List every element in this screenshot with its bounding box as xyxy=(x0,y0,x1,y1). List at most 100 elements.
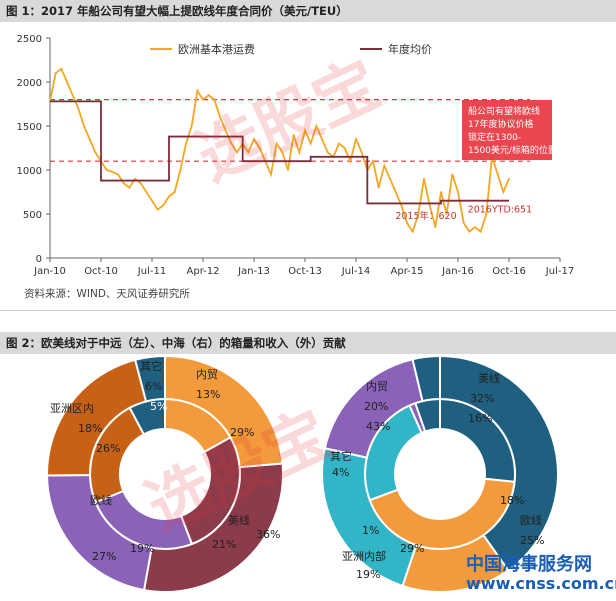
coscon-outer-slice xyxy=(133,356,166,403)
cscl-val-asia-outer: 19% xyxy=(356,568,380,581)
series-spot-point xyxy=(457,191,459,193)
series-spot-point xyxy=(349,160,352,163)
cscl-outer-slice xyxy=(411,356,441,403)
series-spot-point xyxy=(389,177,391,180)
figure2-title-bar: 图 2：欧美线对于中远（左）、中海（右）的箱量和收入（外）贡献 xyxy=(0,332,616,354)
series-spot-point xyxy=(485,213,488,215)
coscon-label-asia: 亚洲区内 xyxy=(50,401,94,415)
y-tick-label: 1000 xyxy=(17,166,42,177)
series-spot-point xyxy=(445,213,448,215)
cscl-label-domestic: 内贸 xyxy=(366,379,388,393)
series-spot-point xyxy=(343,147,346,149)
series-spot-point xyxy=(213,98,216,101)
series-spot-point xyxy=(122,182,125,185)
figure1-title-bar: 图 1：2017 年船公司有望大幅上提欧线年度合同价（美元/TEU） xyxy=(0,0,616,22)
x-tick-label: Jul-14 xyxy=(341,266,370,277)
x-tick-label: Jan-16 xyxy=(441,266,474,277)
series-spot-point xyxy=(434,226,437,229)
cscl-label-us: 美线 xyxy=(478,371,500,385)
cscl-val-other: 4% xyxy=(332,466,349,479)
series-spot-point xyxy=(502,191,505,193)
series-spot-point xyxy=(83,125,85,127)
x-tick-label: Jan-10 xyxy=(33,266,66,277)
watermark-1: 选股宝 xyxy=(186,47,391,195)
series-spot-point xyxy=(423,177,425,180)
series-spot-point xyxy=(451,173,454,176)
x-tick-label: Oct-16 xyxy=(492,266,526,277)
series-spot-point xyxy=(219,116,221,119)
x-tick-label: Oct-10 xyxy=(84,266,118,277)
series-spot-point xyxy=(145,191,148,193)
annotation-2015: 2015年：620 xyxy=(395,210,456,222)
series-spot-point xyxy=(139,182,142,185)
series-spot-point xyxy=(298,151,301,154)
y-tick-label: 1500 xyxy=(17,122,42,133)
coscon-val-asia-inner: 18% xyxy=(78,422,102,435)
series-spot-point xyxy=(326,151,329,154)
figure2-title: 图 2：欧美线对于中远（左）、中海（右）的箱量和收入（外）贡献 xyxy=(6,336,346,350)
series-spot-point xyxy=(287,169,289,171)
series-spot-point xyxy=(66,81,68,83)
y-tick-label: 2500 xyxy=(17,34,42,45)
series-spot-point xyxy=(508,177,510,180)
series-spot-point xyxy=(173,191,176,193)
series-spot-point xyxy=(462,221,465,224)
annotation-2016ytd: 2016YTD:651 xyxy=(468,205,532,216)
series-spot-point xyxy=(440,191,442,193)
series-spot-point xyxy=(168,195,170,198)
series-spot-point xyxy=(179,169,182,171)
series-spot-point xyxy=(134,177,136,180)
cscl-label-asia: 亚洲内部 xyxy=(342,549,386,563)
cscl-val-asia-inner: 1% xyxy=(362,524,379,537)
series-spot-point xyxy=(406,221,408,224)
series-spot-point xyxy=(474,226,476,229)
series-spot-point xyxy=(400,204,403,207)
series-spot-point xyxy=(196,89,199,92)
series-spot-point xyxy=(309,142,312,145)
series-spot-point xyxy=(304,129,306,132)
y-tick-label: 500 xyxy=(23,210,42,221)
series-spot-point xyxy=(94,151,97,154)
series-spot-point xyxy=(275,142,278,145)
series-spot-point xyxy=(236,151,238,154)
coscon-val-asia-outer: 26% xyxy=(96,442,120,455)
series-spot-point xyxy=(105,169,108,171)
cscl-val-us-outer: 16% xyxy=(468,412,492,425)
series-spot-point xyxy=(117,173,119,176)
x-tick-label: Jan-13 xyxy=(237,266,270,277)
series-spot-point xyxy=(88,138,91,141)
x-tick-label: Oct-13 xyxy=(288,266,322,277)
figure1-source: 资料来源：WIND、天风证券研究所 xyxy=(24,288,190,300)
series-spot-point xyxy=(111,170,114,173)
series-spot-point xyxy=(281,151,284,154)
series-spot-point xyxy=(207,94,210,97)
coscon-label-other: 其它 xyxy=(140,359,162,373)
series-spot-point xyxy=(60,67,63,70)
footer-logo-url: www.cnss.com.cn xyxy=(466,574,616,593)
series-spot-point xyxy=(417,213,420,215)
y-tick-label: 0 xyxy=(36,254,42,265)
series-annual-line xyxy=(50,100,509,205)
callout-text-line: 17年度协议价格 xyxy=(468,118,533,130)
coscon-val-us-outer: 36% xyxy=(256,528,280,541)
coscon-label-eu: 欧线 xyxy=(90,493,112,507)
series-spot-point xyxy=(258,147,261,149)
cscl-val-eu-outer: 25% xyxy=(520,534,544,547)
series-spot-point xyxy=(496,173,499,176)
watermark-2: 选股宝 xyxy=(136,397,341,545)
series-spot-point xyxy=(77,107,80,110)
x-tick-label: Jul-17 xyxy=(545,266,574,277)
callout-text-line: 锁定在1300- xyxy=(468,131,521,143)
series-spot-point xyxy=(253,138,255,141)
series-spot-point xyxy=(315,125,318,127)
coscon-val-domestic-inner: 13% xyxy=(196,388,220,401)
cscl-label-other: 其它 xyxy=(330,449,352,463)
series-spot-point xyxy=(355,138,357,141)
series-spot-point xyxy=(151,199,153,202)
cscl-label-eu: 欧线 xyxy=(520,513,542,527)
x-tick-label: Jul-11 xyxy=(137,266,166,277)
series-spot-point xyxy=(71,94,74,97)
series-spot-point xyxy=(338,142,340,145)
series-spot-point xyxy=(185,142,187,145)
coscon-label-domestic: 内贸 xyxy=(196,367,218,381)
